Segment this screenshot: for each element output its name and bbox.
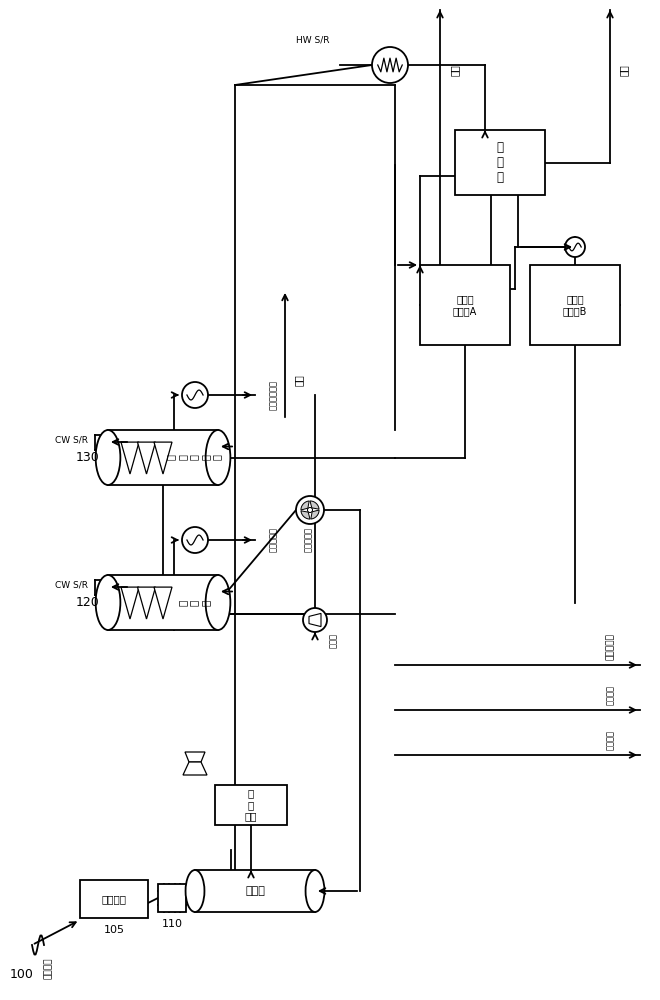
Polygon shape — [309, 613, 321, 627]
Ellipse shape — [96, 430, 120, 485]
Bar — [108, 575, 218, 630]
Polygon shape — [301, 501, 309, 510]
Polygon shape — [154, 587, 172, 619]
Polygon shape — [311, 510, 319, 519]
Text: 副产品气体: 副产品气体 — [605, 634, 614, 660]
Text: 纤维床
过滤器B: 纤维床 过滤器B — [563, 294, 587, 316]
Polygon shape — [154, 442, 172, 474]
Bar — [195, 870, 315, 912]
Ellipse shape — [96, 575, 120, 630]
Polygon shape — [121, 587, 139, 619]
Polygon shape — [137, 442, 156, 474]
Ellipse shape — [185, 870, 205, 912]
Polygon shape — [301, 511, 310, 519]
Text: 130: 130 — [76, 451, 100, 464]
Bar — [530, 265, 620, 345]
Bar — [420, 265, 510, 345]
Text: CW S/R: CW S/R — [55, 580, 88, 589]
Bar — [80, 880, 148, 918]
Text: 副产品发: 副产品发 — [605, 730, 614, 750]
Text: 反应器: 反应器 — [245, 886, 265, 896]
Text: 纤维床
过滤器A: 纤维床 过滤器A — [453, 294, 477, 316]
Polygon shape — [185, 752, 205, 762]
Text: 产品: 产品 — [294, 374, 304, 386]
Text: CW S/R: CW S/R — [55, 436, 88, 444]
Text: 半
雾
器: 半 雾 器 — [496, 141, 504, 184]
Text: 辅
助
冷
凝
器: 辅 助 冷 凝 器 — [166, 455, 222, 460]
Text: 辅助冷凝器泵: 辅助冷凝器泵 — [269, 380, 277, 410]
Circle shape — [303, 608, 327, 632]
Circle shape — [182, 527, 208, 553]
Circle shape — [565, 237, 585, 257]
Circle shape — [308, 507, 313, 513]
Circle shape — [372, 47, 408, 83]
Polygon shape — [121, 442, 139, 474]
Text: 加
申
蒸器: 加 申 蒸器 — [245, 788, 257, 822]
Text: 产品泵: 产品泵 — [329, 633, 337, 648]
Polygon shape — [183, 762, 207, 775]
Circle shape — [182, 382, 208, 408]
Text: 产品: 产品 — [619, 64, 629, 76]
Text: 主冷凝器泵: 主冷凝器泵 — [269, 528, 277, 552]
Ellipse shape — [206, 430, 230, 485]
Text: 来自干馏: 来自干馏 — [44, 957, 53, 979]
Text: 冷
凝
器: 冷 凝 器 — [177, 599, 211, 606]
Text: 120: 120 — [76, 596, 100, 609]
Bar — [108, 430, 218, 485]
Bar — [215, 785, 287, 825]
Text: 至燃烧器: 至燃烧器 — [605, 685, 614, 705]
Text: 产品: 产品 — [450, 64, 460, 76]
Text: 105: 105 — [104, 925, 125, 935]
Text: 循环鼓风机: 循环鼓风机 — [304, 528, 312, 552]
Circle shape — [296, 496, 324, 524]
Text: 100: 100 — [10, 968, 34, 982]
Text: 馈送系统: 馈送系统 — [102, 894, 127, 904]
Ellipse shape — [306, 870, 325, 912]
Bar — [455, 130, 545, 195]
Bar — [158, 884, 186, 912]
Ellipse shape — [206, 575, 230, 630]
Polygon shape — [310, 501, 319, 509]
Text: HW S/R: HW S/R — [296, 35, 330, 44]
Polygon shape — [137, 587, 156, 619]
Text: 110: 110 — [162, 919, 183, 929]
